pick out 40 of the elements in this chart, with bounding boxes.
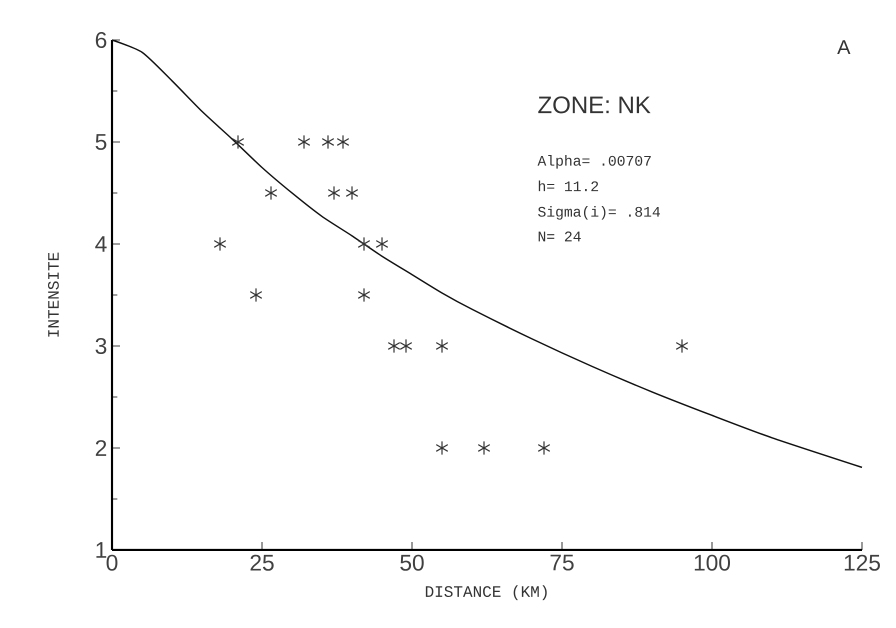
point [676,338,688,354]
annotation: A [837,40,850,54]
y-axis-title: INTENSITE [48,252,59,337]
y-tick-label: 6 [96,32,106,48]
point [358,236,370,252]
y-tick-label: 1 [96,542,106,558]
y-tick-label: 2 [96,440,106,456]
x-tick-label: 75 [550,554,574,571]
point [322,134,334,150]
point [400,338,412,354]
point [478,440,490,456]
x-tick-label: 125 [844,554,880,571]
point [214,236,226,252]
point [538,440,550,456]
y-tick-label: 3 [96,338,106,354]
y-tick-label: 5 [96,134,106,150]
point [358,288,370,302]
point [250,288,262,302]
annotation: Alpha= .00707 [538,155,651,169]
annotation: N= 24 [538,232,581,242]
x-tick-label: 0 [106,554,118,571]
point [336,134,350,150]
annotation: h= 11.2 [538,180,598,192]
point [376,236,388,252]
annotation: ZONE: NK [538,96,651,114]
x-tick-label: 25 [250,554,274,571]
point [346,186,358,200]
point [298,134,310,150]
x-tick-label: 100 [694,554,730,571]
x-axis-title: DISTANCE (KM) [426,585,547,600]
point [436,338,448,354]
point [388,338,400,354]
point [436,440,448,456]
annotation: Sigma(i)= .814 [538,206,660,220]
y-tick-label: 4 [95,236,107,252]
x-tick-label: 50 [400,554,424,571]
point [232,134,244,150]
line-series [111,39,863,468]
point [328,186,340,200]
point [264,186,278,200]
